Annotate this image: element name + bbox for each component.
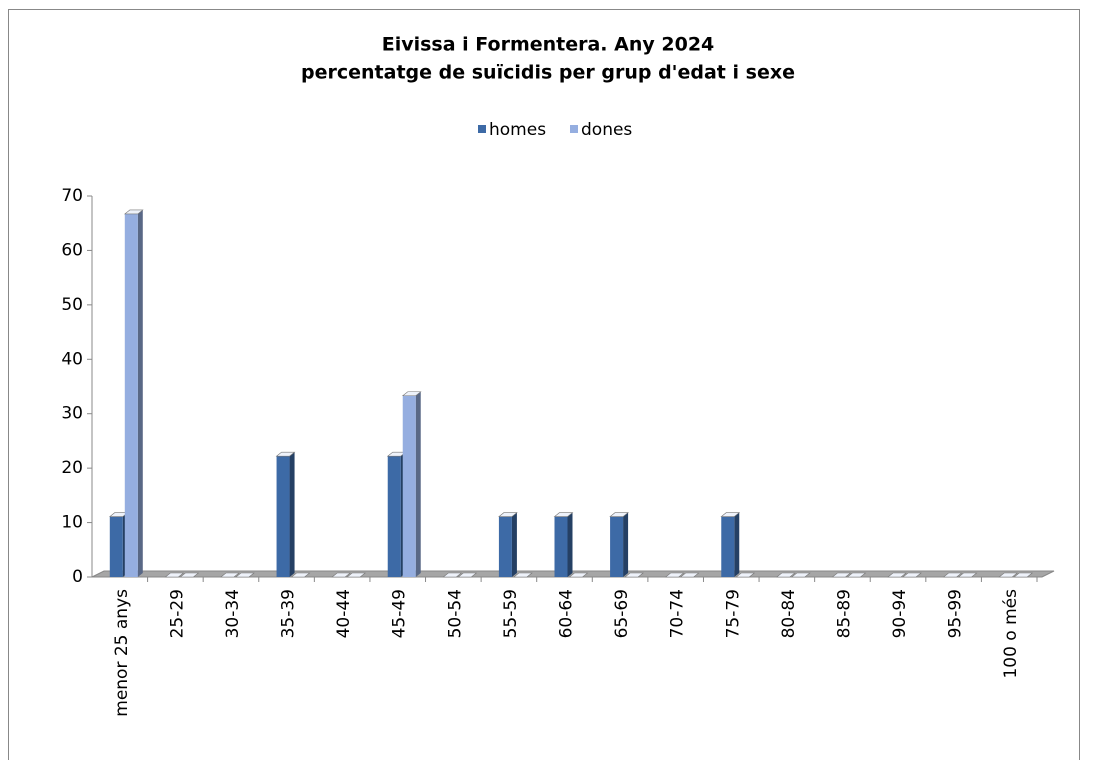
- x-tick-label: 80-84: [779, 589, 799, 638]
- bar-top: [679, 572, 700, 578]
- bar-top: [346, 572, 367, 578]
- bar-side: [734, 512, 740, 577]
- x-tick-label: 85-89: [834, 589, 854, 638]
- bar-top: [553, 512, 574, 517]
- bar-top: [235, 572, 255, 578]
- x-tick-label: 90-94: [890, 589, 910, 638]
- bar-top: [457, 572, 478, 578]
- bar-top: [609, 512, 629, 517]
- bar-top: [275, 451, 296, 457]
- bar-top: [513, 572, 533, 578]
- x-tick-label: 100 o més: [1001, 589, 1021, 679]
- bar: [387, 456, 401, 577]
- bar-top: [957, 572, 978, 578]
- x-tick-label: 55-59: [501, 589, 521, 638]
- x-tick-label: 40-44: [334, 589, 354, 638]
- bar-top: [401, 391, 422, 397]
- bar-top: [624, 572, 644, 578]
- bar-side: [137, 209, 143, 577]
- x-tick-label: 50-54: [445, 589, 465, 638]
- chart-title: Eivissa i Formentera. Any 2024: [382, 34, 715, 56]
- y-tick-label: 60: [61, 240, 83, 260]
- bar-top: [442, 572, 463, 578]
- bar: [498, 516, 512, 577]
- chart-border: [8, 9, 1080, 764]
- bar: [109, 516, 123, 577]
- x-tick-label: 25-29: [167, 589, 187, 638]
- bar: [402, 395, 416, 577]
- bar: [721, 516, 735, 577]
- bar-top: [775, 572, 796, 578]
- bar-top: [568, 572, 589, 578]
- bar-side: [415, 391, 421, 577]
- bar-top: [179, 572, 200, 578]
- bar-top: [720, 512, 741, 517]
- bar-top: [1013, 572, 1034, 578]
- bar-top: [790, 572, 811, 578]
- y-tick-label: 50: [61, 295, 83, 315]
- legend-label: dones: [581, 120, 632, 140]
- chart-subtitle: percentatge de suïcidis per grup d'edat …: [301, 62, 795, 84]
- bar-top: [846, 572, 867, 578]
- y-tick-label: 0: [72, 567, 83, 587]
- x-tick-label: 35-39: [279, 589, 299, 638]
- bar: [554, 516, 568, 577]
- bar-top: [290, 572, 311, 578]
- bar-side: [623, 512, 629, 577]
- x-tick-label: 60-64: [557, 589, 577, 638]
- bar-top: [942, 572, 963, 578]
- bar-side: [289, 452, 295, 577]
- bar-top: [735, 572, 756, 578]
- bar-top: [664, 572, 685, 578]
- y-tick-label: 70: [61, 186, 83, 206]
- y-tick-label: 40: [61, 349, 83, 369]
- x-tick-label: 75-79: [723, 589, 743, 638]
- bar-top: [123, 209, 144, 215]
- x-tick-label: 30-34: [223, 589, 243, 638]
- bar-side: [511, 512, 517, 577]
- bar: [124, 213, 138, 577]
- x-tick-label: 65-69: [612, 589, 632, 638]
- bar-top: [831, 572, 852, 578]
- y-tick-label: 20: [61, 458, 83, 478]
- bar-top: [331, 572, 352, 578]
- x-tick-label: 45-49: [390, 589, 410, 638]
- bar-top: [998, 572, 1019, 578]
- y-tick-label: 10: [61, 513, 83, 533]
- legend-swatch: [570, 125, 578, 133]
- x-tick-label: menor 25 anys: [112, 589, 132, 717]
- legend-swatch: [478, 125, 486, 133]
- y-tick-label: 30: [61, 404, 83, 424]
- bar-side: [567, 512, 573, 577]
- bar-top: [902, 572, 922, 578]
- bar: [276, 456, 290, 577]
- bar: [610, 516, 624, 577]
- legend-label: homes: [489, 120, 546, 140]
- bar-top: [498, 512, 518, 517]
- bar-top: [220, 572, 240, 578]
- bar-top: [887, 572, 907, 578]
- x-tick-label: 70-74: [668, 589, 688, 638]
- bar-top: [164, 572, 185, 578]
- x-tick-label: 95-99: [946, 589, 966, 638]
